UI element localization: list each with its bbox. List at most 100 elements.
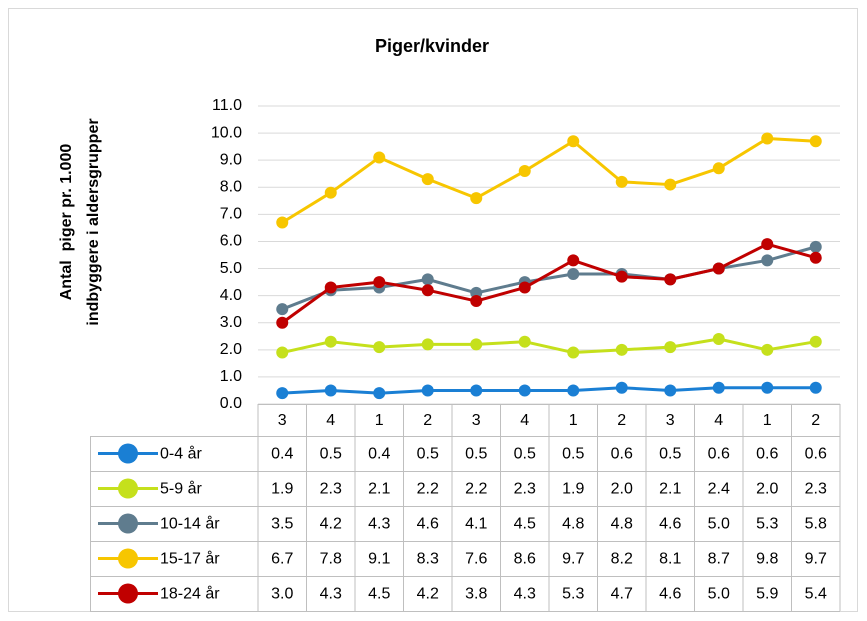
point <box>615 270 628 283</box>
point <box>421 338 434 351</box>
table-value: 6.7 <box>271 551 293 568</box>
point <box>276 303 289 316</box>
table-value: 4.6 <box>417 516 439 533</box>
point <box>470 338 483 351</box>
y-tick-label: 9.0 <box>220 151 242 168</box>
y-tick-label: 6.0 <box>220 233 242 250</box>
point <box>276 216 289 229</box>
point <box>712 332 725 345</box>
table-value: 2.0 <box>756 481 778 498</box>
point <box>712 381 725 394</box>
table-value: 5.0 <box>708 586 730 603</box>
table-value: 5.9 <box>756 586 778 603</box>
point <box>761 343 774 356</box>
table-value: 9.7 <box>562 551 584 568</box>
table-value: 0.5 <box>659 446 681 463</box>
point <box>518 165 531 178</box>
legend-symbol <box>118 443 138 464</box>
point <box>761 254 774 267</box>
x-tick-label: 3 <box>278 412 287 429</box>
point <box>664 384 677 397</box>
point <box>373 276 386 289</box>
x-tick-label: 1 <box>763 412 772 429</box>
point <box>421 173 434 186</box>
point <box>421 284 434 297</box>
point <box>518 281 531 294</box>
x-tick-label: 1 <box>569 412 578 429</box>
x-tick-label: 4 <box>714 412 723 429</box>
table-value: 2.1 <box>368 481 390 498</box>
legend-symbol <box>118 548 138 569</box>
table-value: 5.3 <box>562 586 584 603</box>
legend-label: 10-14 år <box>160 515 220 533</box>
point <box>324 186 337 199</box>
point <box>664 273 677 286</box>
table-value: 4.8 <box>611 516 633 533</box>
table-value: 2.3 <box>514 481 536 498</box>
y-tick-label: 7.0 <box>220 206 242 223</box>
table-value: 4.6 <box>659 586 681 603</box>
table-value: 8.3 <box>417 551 439 568</box>
table-value: 0.5 <box>465 446 487 463</box>
point <box>809 251 822 264</box>
table-value: 1.9 <box>271 481 293 498</box>
table-value: 0.6 <box>756 446 778 463</box>
table-value: 0.6 <box>805 446 827 463</box>
table-value: 4.7 <box>611 586 633 603</box>
table-value: 1.9 <box>562 481 584 498</box>
table-value: 9.7 <box>805 551 827 568</box>
point <box>421 384 434 397</box>
point <box>712 262 725 275</box>
table-value: 3.5 <box>271 516 293 533</box>
table-value: 4.2 <box>417 586 439 603</box>
table-value: 8.7 <box>708 551 730 568</box>
legend-label: 18-24 år <box>160 585 220 603</box>
point <box>712 162 725 175</box>
point <box>470 384 483 397</box>
point <box>324 384 337 397</box>
point <box>809 335 822 348</box>
point <box>470 192 483 205</box>
table-value: 0.5 <box>417 446 439 463</box>
y-tick-label: 2.0 <box>220 341 242 358</box>
y-tick-label: 10.0 <box>211 124 242 141</box>
point <box>373 387 386 400</box>
point <box>373 151 386 164</box>
y-axis-label: Antal piger pr. 1.000 <box>58 144 75 301</box>
point <box>567 346 580 359</box>
table-value: 9.1 <box>368 551 390 568</box>
legend-label: 0-4 år <box>160 445 202 463</box>
table-value: 5.4 <box>805 586 827 603</box>
table-value: 3.0 <box>271 586 293 603</box>
x-tick-label: 2 <box>423 412 432 429</box>
point <box>276 387 289 400</box>
table-value: 2.0 <box>611 481 633 498</box>
table-value: 5.3 <box>756 516 778 533</box>
point <box>324 281 337 294</box>
legend-symbol <box>118 583 138 604</box>
point <box>761 381 774 394</box>
x-tick-label: 2 <box>811 412 820 429</box>
x-tick-label: 3 <box>666 412 675 429</box>
table-value: 4.3 <box>514 586 536 603</box>
table-value: 2.2 <box>465 481 487 498</box>
table-value: 0.4 <box>271 446 293 463</box>
table-value: 4.5 <box>368 586 390 603</box>
point <box>567 384 580 397</box>
y-tick-label: 5.0 <box>220 260 242 277</box>
table-value: 5.8 <box>805 516 827 533</box>
y-tick-label: 1.0 <box>220 368 242 385</box>
point <box>518 384 531 397</box>
point <box>324 335 337 348</box>
chart-border <box>8 8 858 612</box>
table-value: 4.8 <box>562 516 584 533</box>
table-value: 0.5 <box>320 446 342 463</box>
table-value: 8.2 <box>611 551 633 568</box>
point <box>276 346 289 359</box>
table-value: 5.0 <box>708 516 730 533</box>
table-value: 4.2 <box>320 516 342 533</box>
table-value: 9.8 <box>756 551 778 568</box>
table-value: 2.1 <box>659 481 681 498</box>
table-value: 2.4 <box>708 481 730 498</box>
